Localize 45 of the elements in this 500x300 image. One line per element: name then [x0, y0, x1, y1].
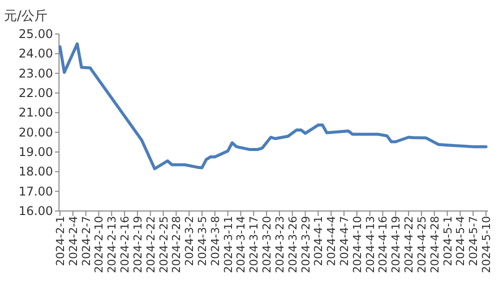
x-tick-label: 2024-4-13: [364, 216, 377, 273]
x-tick-label: 2024-3-29: [299, 216, 312, 273]
y-tick-label: 20.00: [18, 125, 53, 140]
x-tick-label: 2024-4-7: [338, 216, 351, 266]
x-tick-label: 2024-3-14: [234, 216, 248, 273]
x-tick-label: 2024-2-10: [92, 216, 106, 273]
x-tick-label: 2024-3-17: [248, 216, 261, 273]
x-tick-label: 2024-4-19: [390, 216, 403, 273]
x-tick-label: 2024-4-16: [376, 216, 390, 273]
y-tick-label: 17.00: [18, 184, 53, 198]
x-tick-label: 2024-3-23: [273, 216, 286, 273]
y-tick-label: 16.00: [18, 204, 53, 218]
x-tick-label: 2024-3-5: [196, 216, 209, 266]
x-tick-label: 2024-5-1: [441, 216, 454, 266]
x-tick-label: 2024-2-16: [118, 216, 132, 273]
y-tick-label: 19.00: [18, 145, 53, 159]
x-tick-label: 2024-2-25: [157, 216, 170, 273]
y-tick-label: 21.00: [18, 106, 53, 120]
x-tick-label: 2024-2-1: [54, 216, 67, 266]
x-tick-label: 2024-4-1: [312, 216, 326, 266]
x-tick-label: 2024-4-4: [325, 216, 338, 266]
x-tick-label: 2024-2-28: [170, 216, 184, 273]
y-tick-label: 18.00: [18, 164, 53, 179]
y-axis-title: 元/公斤: [4, 9, 48, 24]
y-tick-label: 25.00: [18, 27, 53, 41]
x-tick-label: 2024-2-4: [66, 216, 80, 266]
x-tick-label: 2024-4-10: [350, 216, 364, 273]
x-tick-label: 2024-4-25: [415, 216, 428, 273]
y-tick-label: 22.00: [18, 86, 53, 100]
x-tick-label: 2024-3-20: [260, 216, 274, 273]
x-tick-label: 2024-3-8: [208, 216, 222, 266]
x-tick-label: 2024-2-22: [144, 216, 158, 273]
y-tick-label: 23.00: [18, 66, 53, 80]
x-tick-label: 2024-5-10: [480, 216, 493, 273]
x-tick-label: 2024-2-13: [106, 216, 119, 273]
x-tick-label: 2024-2-7: [80, 216, 93, 266]
x-tick-label: 2024-2-19: [131, 216, 144, 273]
y-tick-label: 24.00: [18, 46, 53, 61]
x-tick-label: 2024-4-28: [428, 216, 442, 273]
x-tick-label: 2024-5-4: [454, 216, 468, 266]
x-tick-label: 2024-3-11: [222, 216, 235, 273]
x-tick-label: 2024-3-2: [183, 216, 196, 266]
x-tick-label: 2024-3-26: [286, 216, 300, 273]
x-tick-label: 2024-4-22: [402, 216, 416, 273]
x-tick-label: 2024-5-7: [467, 216, 480, 266]
